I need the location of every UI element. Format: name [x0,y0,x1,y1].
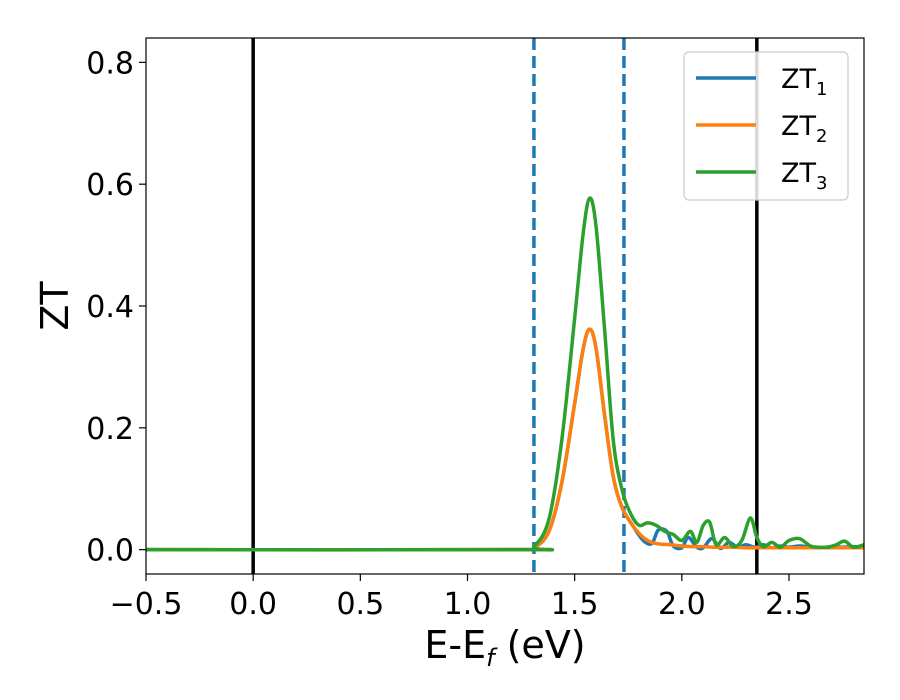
x-axis-title-unit: (eV) [495,623,586,667]
x-tick-label: 0.0 [229,587,277,622]
y-axis: 0.0 0.2 0.4 0.6 0.8 [86,46,146,569]
series-lines [146,196,864,552]
x-tick-label: −0.5 [110,587,183,622]
legend-label-zt1: ZT1 [781,64,827,100]
y-tick-label: 0.4 [86,290,134,325]
x-tick-label: 1.0 [444,587,492,622]
y-tick-label: 0.6 [86,168,134,203]
legend: ZT1 ZT2 ZT3 [683,51,849,201]
x-axis: −0.5 0.0 0.5 1.0 1.5 2.0 2.5 [110,574,813,622]
legend-box [683,51,849,201]
legend-label-zt2: ZT2 [781,111,827,147]
x-axis-title: E-Ef (eV) [424,623,585,672]
x-tick-label: 1.5 [551,587,599,622]
x-tick-label: 0.5 [336,587,384,622]
y-axis-title: ZT [33,281,77,331]
x-tick-label: 2.5 [765,587,813,622]
x-tick-label: 2.0 [658,587,706,622]
legend-label-zt3: ZT3 [781,158,827,194]
series-line-zt2 [146,327,864,552]
series-line-zt3 [146,196,864,552]
y-tick-label: 0.0 [86,534,134,569]
y-tick-label: 0.8 [86,46,134,81]
y-tick-label: 0.2 [86,412,134,447]
